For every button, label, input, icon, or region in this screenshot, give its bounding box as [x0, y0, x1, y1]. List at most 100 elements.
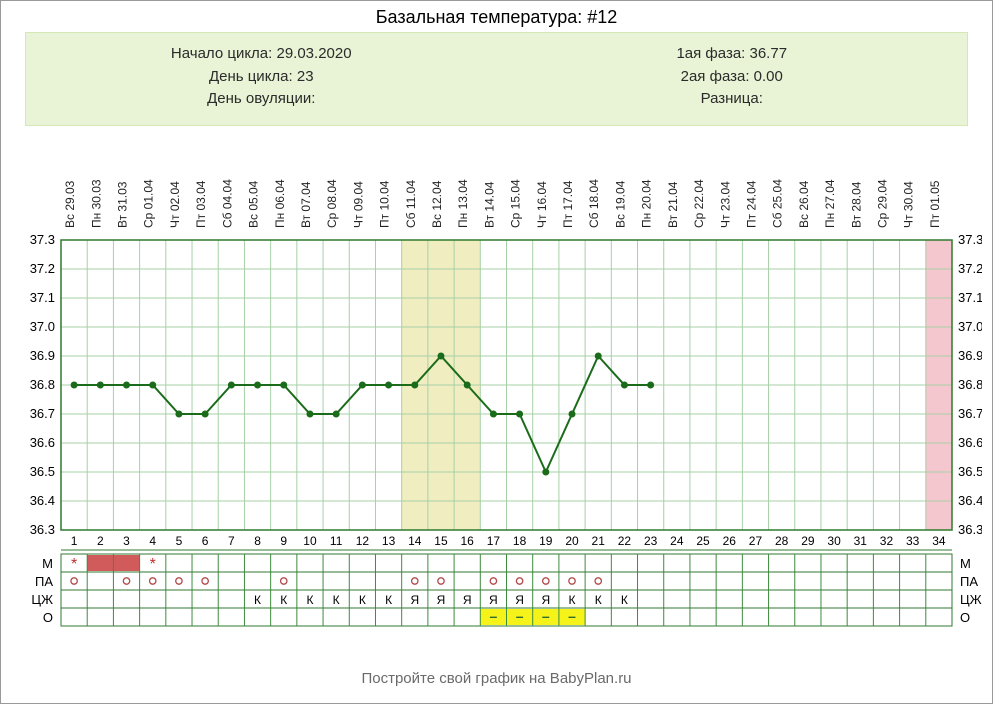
- svg-text:*: *: [150, 556, 156, 573]
- svg-text:Пт 17.04: Пт 17.04: [561, 180, 575, 228]
- svg-text:ЦЖ: ЦЖ: [31, 592, 53, 607]
- svg-text:36.8: 36.8: [958, 377, 982, 392]
- svg-text:Вс 12.04: Вс 12.04: [430, 180, 444, 228]
- svg-text:Я: Я: [489, 593, 498, 607]
- svg-text:К: К: [595, 593, 602, 607]
- svg-text:12: 12: [356, 534, 370, 548]
- svg-text:15: 15: [434, 534, 448, 548]
- svg-text:37.2: 37.2: [958, 261, 982, 276]
- info-right-2: Разница:: [497, 88, 968, 111]
- svg-text:37.3: 37.3: [958, 232, 982, 247]
- svg-text:16: 16: [461, 534, 475, 548]
- svg-text:Чт 02.04: Чт 02.04: [168, 180, 182, 227]
- svg-text:ПА: ПА: [35, 574, 53, 589]
- svg-text:Я: Я: [437, 593, 446, 607]
- svg-text:–: –: [489, 608, 497, 624]
- svg-text:37.0: 37.0: [30, 319, 55, 334]
- svg-text:7: 7: [228, 534, 235, 548]
- svg-text:Сб 25.04: Сб 25.04: [771, 178, 785, 227]
- svg-text:К: К: [280, 593, 287, 607]
- svg-text:36.5: 36.5: [30, 464, 55, 479]
- svg-text:11: 11: [330, 534, 343, 548]
- svg-text:Я: Я: [410, 593, 419, 607]
- svg-text:37.0: 37.0: [958, 319, 982, 334]
- svg-text:Вт 07.04: Вт 07.04: [299, 181, 313, 228]
- svg-text:Вс 29.03: Вс 29.03: [63, 180, 77, 228]
- svg-text:2: 2: [97, 534, 104, 548]
- svg-text:Вт 21.04: Вт 21.04: [666, 181, 680, 228]
- svg-text:О: О: [43, 610, 53, 625]
- svg-text:Ср 01.04: Ср 01.04: [142, 178, 156, 227]
- svg-text:Ср 08.04: Ср 08.04: [325, 178, 339, 227]
- svg-text:9: 9: [280, 534, 287, 548]
- svg-text:36.7: 36.7: [958, 406, 982, 421]
- svg-text:Я: Я: [463, 593, 472, 607]
- svg-text:13: 13: [382, 534, 396, 548]
- svg-text:37.1: 37.1: [958, 290, 982, 305]
- svg-text:К: К: [306, 593, 313, 607]
- svg-text:23: 23: [644, 534, 658, 548]
- svg-text:21: 21: [592, 534, 606, 548]
- svg-text:32: 32: [880, 534, 894, 548]
- svg-text:24: 24: [670, 534, 684, 548]
- svg-text:34: 34: [932, 534, 946, 548]
- svg-text:Вт 28.04: Вт 28.04: [849, 181, 863, 228]
- svg-text:14: 14: [408, 534, 422, 548]
- svg-text:ЦЖ: ЦЖ: [960, 592, 982, 607]
- svg-text:6: 6: [202, 534, 209, 548]
- svg-text:28: 28: [775, 534, 789, 548]
- svg-text:–: –: [542, 608, 550, 624]
- svg-text:33: 33: [906, 534, 920, 548]
- info-left-1: День цикла: 23: [26, 66, 497, 89]
- svg-text:36.6: 36.6: [30, 435, 55, 450]
- svg-text:Сб 18.04: Сб 18.04: [587, 178, 601, 227]
- svg-text:К: К: [254, 593, 261, 607]
- svg-text:37.2: 37.2: [30, 261, 55, 276]
- svg-text:31: 31: [854, 534, 868, 548]
- svg-text:36.8: 36.8: [30, 377, 55, 392]
- svg-text:36.7: 36.7: [30, 406, 55, 421]
- svg-text:5: 5: [176, 534, 183, 548]
- svg-text:37.3: 37.3: [30, 232, 55, 247]
- svg-text:М: М: [42, 556, 53, 571]
- svg-text:Пт 01.05: Пт 01.05: [928, 180, 942, 228]
- svg-text:–: –: [568, 608, 576, 624]
- svg-text:О: О: [960, 610, 970, 625]
- svg-text:27: 27: [749, 534, 763, 548]
- svg-text:36.9: 36.9: [30, 348, 55, 363]
- svg-text:*: *: [71, 556, 77, 573]
- info-left: Начало цикла: 29.03.2020 День цикла: 23 …: [26, 43, 497, 111]
- svg-text:36.3: 36.3: [30, 522, 55, 537]
- svg-text:Сб 11.04: Сб 11.04: [404, 179, 418, 227]
- svg-text:30: 30: [827, 534, 841, 548]
- svg-text:22: 22: [618, 534, 632, 548]
- svg-text:17: 17: [487, 534, 501, 548]
- svg-text:3: 3: [123, 534, 130, 548]
- svg-text:Пн 06.04: Пн 06.04: [273, 179, 287, 228]
- svg-text:26: 26: [723, 534, 737, 548]
- svg-text:36.4: 36.4: [958, 493, 982, 508]
- svg-text:36.4: 36.4: [30, 493, 55, 508]
- svg-text:ПА: ПА: [960, 574, 978, 589]
- svg-text:1: 1: [71, 534, 78, 548]
- info-right: 1ая фаза: 36.77 2ая фаза: 0.00 Разница:: [497, 43, 968, 111]
- svg-text:37.1: 37.1: [30, 290, 55, 305]
- svg-text:36.6: 36.6: [958, 435, 982, 450]
- svg-text:К: К: [569, 593, 576, 607]
- svg-text:Вс 05.04: Вс 05.04: [247, 180, 261, 228]
- svg-text:25: 25: [696, 534, 710, 548]
- svg-text:4: 4: [149, 534, 156, 548]
- page-title: Базальная температура: #12: [1, 1, 992, 32]
- svg-text:Вс 26.04: Вс 26.04: [797, 180, 811, 228]
- svg-text:Вт 31.03: Вт 31.03: [116, 181, 130, 228]
- info-right-1: 2ая фаза: 0.00: [497, 66, 968, 89]
- svg-text:36.9: 36.9: [958, 348, 982, 363]
- svg-text:Сб 04.04: Сб 04.04: [220, 178, 234, 227]
- svg-text:Пт 03.04: Пт 03.04: [194, 180, 208, 228]
- footer-text: Постройте свой график на BabyPlan.ru: [1, 660, 992, 687]
- svg-text:Пт 10.04: Пт 10.04: [378, 180, 392, 228]
- svg-text:Пт 24.04: Пт 24.04: [744, 180, 758, 228]
- svg-text:36.5: 36.5: [958, 464, 982, 479]
- svg-text:19: 19: [539, 534, 553, 548]
- svg-text:М: М: [960, 556, 971, 571]
